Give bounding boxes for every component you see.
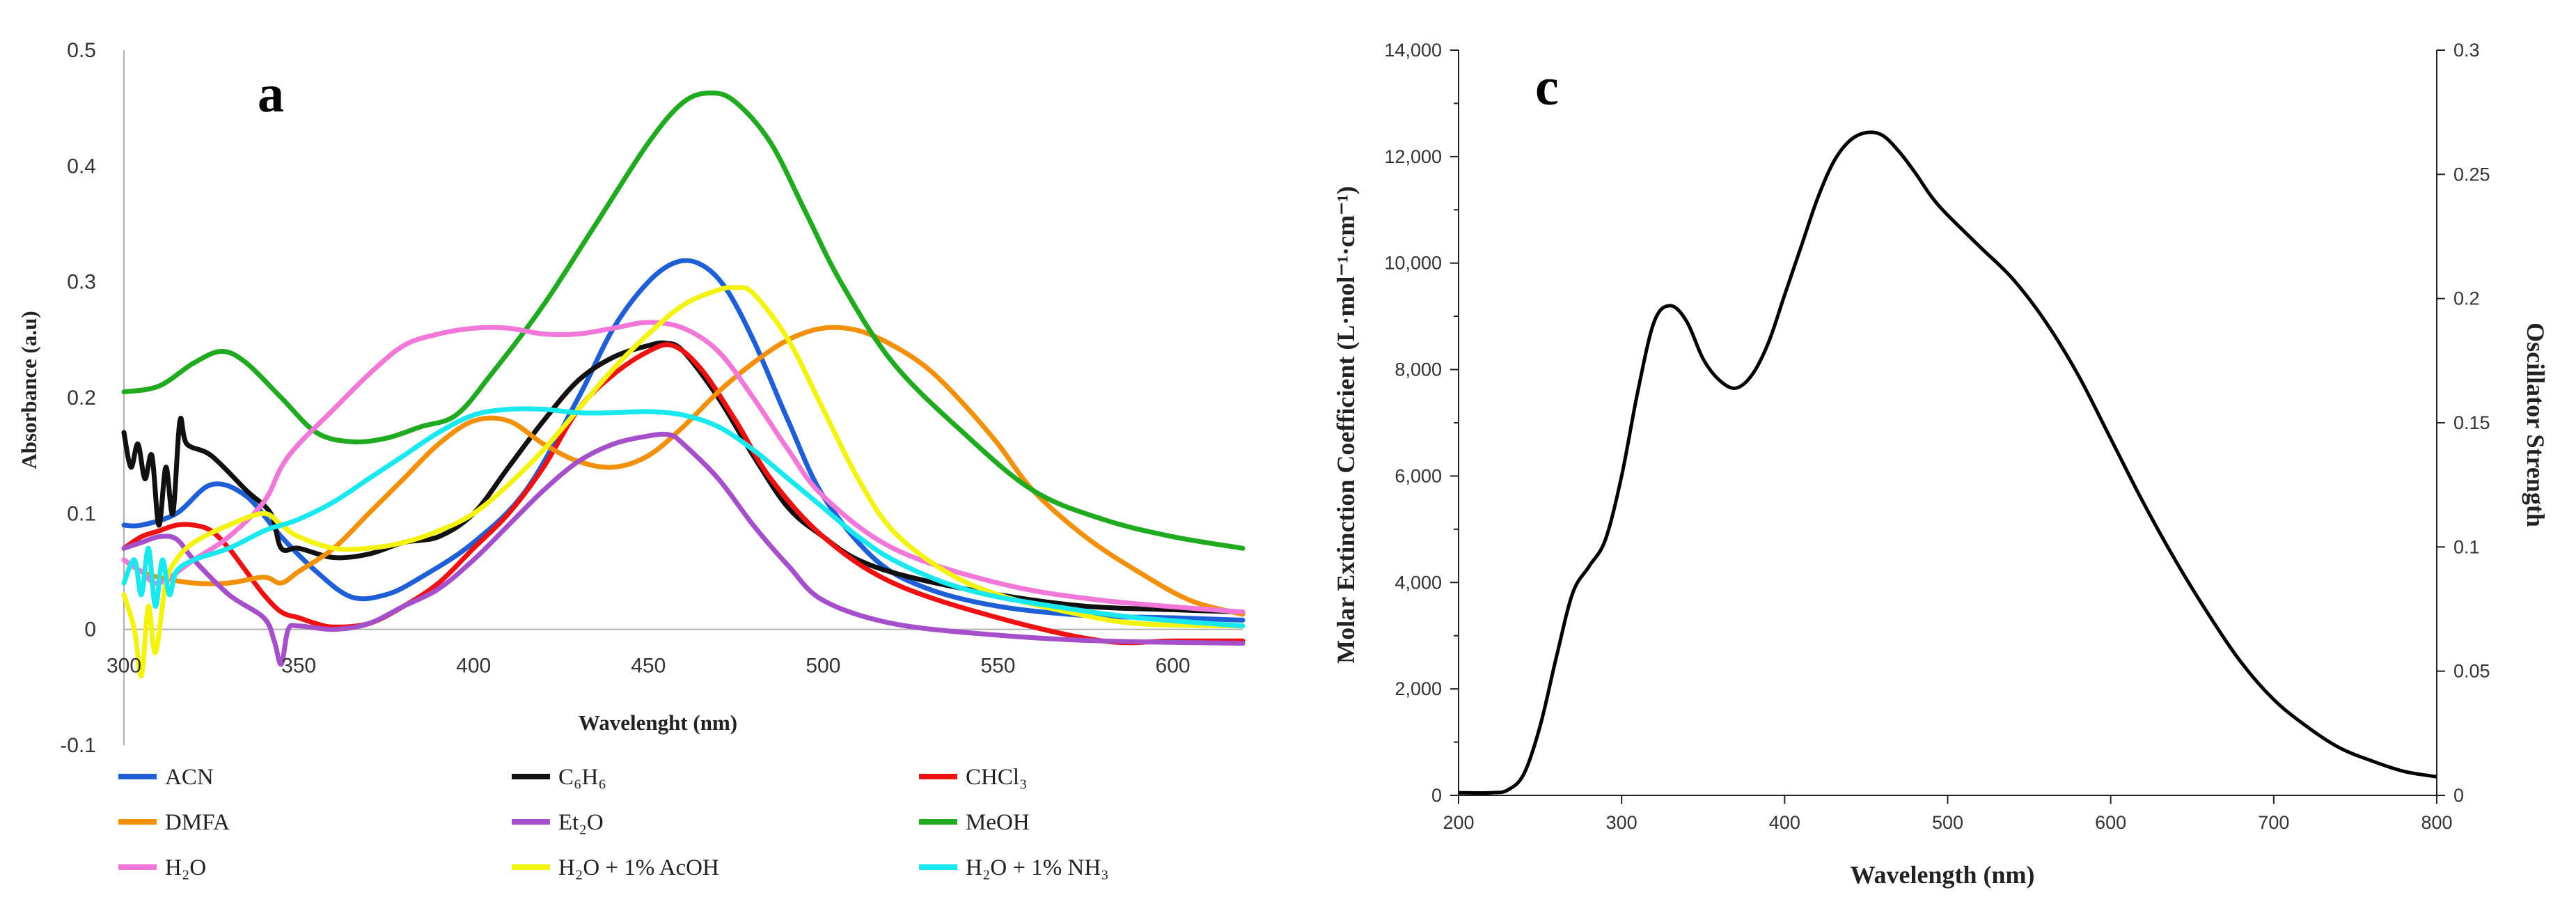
series-line-h-o-1-acoh — [121, 285, 1246, 678]
legend-label: DMFA — [165, 810, 230, 835]
series-line-c-h — [121, 340, 1246, 615]
panel-a-legend: ACN C₆H₆ CHCl₃ DMFA Et₂O MeOH H₂O H₂O + 1% AcOH… — [118, 765, 1109, 880]
legend-label: H₂O — [165, 855, 206, 880]
series-line-molar-extinction-coefficient — [1458, 130, 2437, 795]
panel-c-series-lines — [1458, 130, 2437, 795]
legend-item-h-o: H₂O — [118, 855, 206, 880]
panel-a-label: a — [258, 65, 284, 123]
series-line-meoh — [121, 91, 1246, 551]
panel-c-x-tick-label: 500 — [1932, 812, 1963, 833]
legend-item-h-o-1-acoh: H₂O + 1% AcOH — [512, 855, 719, 880]
legend-item-h-o-1-nh: H₂O + 1% NH₃ — [919, 855, 1109, 880]
panel-a-y-tick-labels: -0.1 0 0.1 0.2 0.3 0.4 0.5 — [60, 39, 96, 757]
panel-c-y2-tick-label: 0.05 — [2453, 661, 2490, 682]
panel-a-x-tick-label: 350 — [281, 655, 316, 678]
legend-item-dmfa: DMFA — [118, 810, 230, 835]
panel-c-y2-tick-label: 0.3 — [2453, 40, 2480, 61]
panel-a-y-tick-label: 0 — [84, 618, 96, 641]
panel-c-y2-tick-label: 0 — [2453, 785, 2464, 806]
panel-a-x-tick-labels: 300 350 400 450 500 550 600 — [107, 655, 1191, 678]
series-line-dmfa — [121, 325, 1246, 617]
panel-a-x-tick-label: 550 — [980, 655, 1015, 678]
panel-a-x-tick-label: 600 — [1156, 655, 1191, 678]
panel-c-y-tick-labels: 0 2,000 4,000 6,000 8,000 10,000 12,000 14,000 — [1384, 40, 1459, 806]
panel-c-y-tick-label: 2,000 — [1395, 678, 1442, 699]
panel-c-y2-tick-labels: 0 0.05 0.1 0.15 0.2 0.25 0.3 — [2437, 40, 2490, 806]
legend-label: CHCl₃ — [966, 765, 1028, 790]
legend-item-acn: ACN — [118, 765, 214, 790]
panel-a-series-lines — [121, 91, 1246, 678]
panel-a-y-axis-label: Absorbance (a.u) — [17, 311, 41, 469]
panel-a-x-tick-label: 450 — [631, 655, 666, 678]
series-line-chcl — [121, 342, 1246, 646]
panel-c-y-tick-label: 12,000 — [1384, 146, 1442, 167]
series-line-h-o-1-nh — [121, 406, 1246, 629]
panel-a-x-tick-label: 400 — [456, 655, 491, 678]
legend-label: C₆H₆ — [558, 765, 606, 790]
panel-c-y2-tick-label: 0.25 — [2453, 164, 2490, 185]
legend-label: H₂O + 1% AcOH — [558, 855, 719, 880]
panel-c-x-tick-label: 200 — [1443, 812, 1474, 833]
panel-c-axes — [1458, 50, 2437, 796]
panel-c-x-axis-label: Wavelength (nm) — [1851, 861, 2035, 889]
legend-label: MeOH — [966, 810, 1030, 835]
series-line-et-o — [121, 431, 1246, 667]
legend-label: ACN — [165, 765, 214, 790]
panel-c-y-tick-label: 10,000 — [1384, 253, 1442, 274]
panel-a-y-tick-label: 0.5 — [67, 39, 96, 62]
panel-c-y2-tick-label: 0.1 — [2453, 536, 2480, 557]
panel-a-x-tick-label: 500 — [806, 655, 840, 678]
panel-c-y-tick-label: 6,000 — [1395, 465, 1442, 486]
legend-item-et-o: Et₂O — [512, 810, 604, 835]
panel-c-y2-tick-label: 0.15 — [2453, 412, 2490, 433]
panel-a-y-tick-label: -0.1 — [60, 734, 96, 757]
panel-c-x-tick-label: 400 — [1769, 812, 1800, 833]
panel-c-x-tick-label: 300 — [1606, 812, 1638, 833]
legend-label: H₂O + 1% NH₃ — [966, 855, 1109, 880]
panel-a-y-tick-label: 0.2 — [67, 387, 96, 410]
panel-c: 02,0004,0006,0008,00010,00012,00014,000 … — [1332, 40, 2550, 889]
panel-a-y-tick-label: 0.1 — [67, 502, 96, 525]
panel-c-x-tick-label: 800 — [2421, 812, 2452, 833]
legend-item-meoh: MeOH — [919, 810, 1030, 835]
panel-c-y2-tick-label: 0.2 — [2453, 288, 2480, 309]
legend-item-chcl: CHCl₃ — [919, 765, 1028, 790]
legend-item-c-h: C₆H₆ — [512, 765, 606, 790]
panel-a: -0.1 0 0.1 0.2 0.3 0.4 0.5 300 350 400 450 500 550 6… — [17, 39, 1246, 880]
panel-c-label: c — [1535, 58, 1559, 116]
panel-c-y-tick-label: 4,000 — [1395, 572, 1442, 593]
panel-a-x-axis-label: Wavelenght (nm) — [579, 710, 737, 735]
panel-a-y-tick-label: 0.3 — [67, 271, 96, 294]
panel-c-y-axis-label: Molar Extinction Coefficient (L·mol⁻¹·cm… — [1332, 186, 1360, 664]
panel-a-y-tick-label: 0.4 — [67, 155, 96, 178]
panel-c-y-tick-label: 8,000 — [1395, 359, 1442, 380]
series-line-h-o — [121, 320, 1246, 615]
panel-c-y2-axis-label: Oscillator Strength — [2522, 322, 2550, 527]
panel-c-y-tick-label: 14,000 — [1384, 40, 1442, 61]
series-line-acn — [121, 258, 1246, 623]
panel-c-x-tick-labels: 200 300 400 500 600 700 800 — [1443, 795, 2453, 833]
panel-c-x-tick-label: 600 — [2095, 812, 2126, 833]
panel-c-y-tick-label: 0 — [1431, 785, 1442, 806]
panel-c-x-tick-label: 700 — [2258, 812, 2289, 833]
legend-label: Et₂O — [558, 810, 604, 835]
panel-a-x-tick-label: 300 — [107, 655, 141, 678]
